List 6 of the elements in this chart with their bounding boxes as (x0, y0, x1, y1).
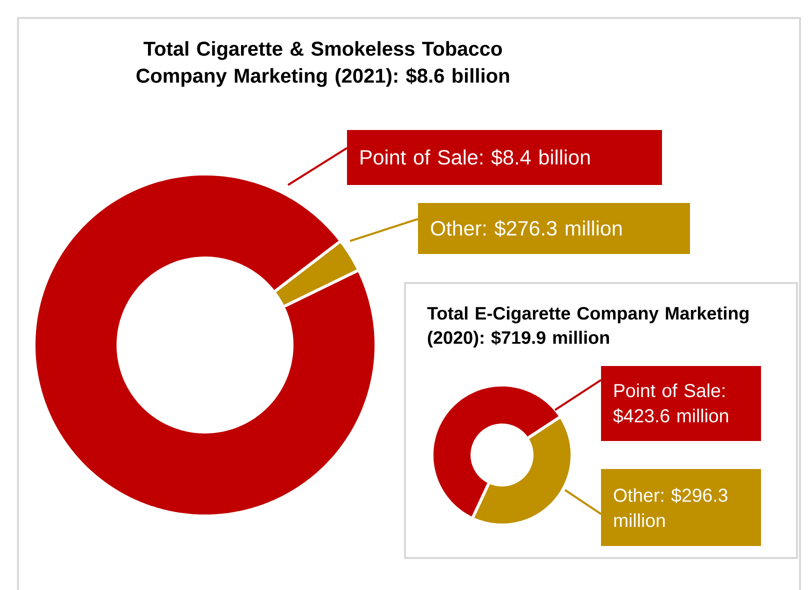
slice-label: Other: $276.3 million (430, 220, 622, 237)
slice-label: Point of Sale: $8.4 billion (360, 149, 590, 166)
chart-title: Total Cigarette & Smokeless Tobacco Company Marketing (2021): $8.6 billion (136, 41, 510, 87)
slice-label: Other: $296.3 million (614, 488, 728, 528)
slice-label: Point of Sale: $423.6 million (613, 383, 728, 424)
chart-title: Total E-Cigarette Company Marketing (2020): $719.9 million (427, 306, 748, 348)
